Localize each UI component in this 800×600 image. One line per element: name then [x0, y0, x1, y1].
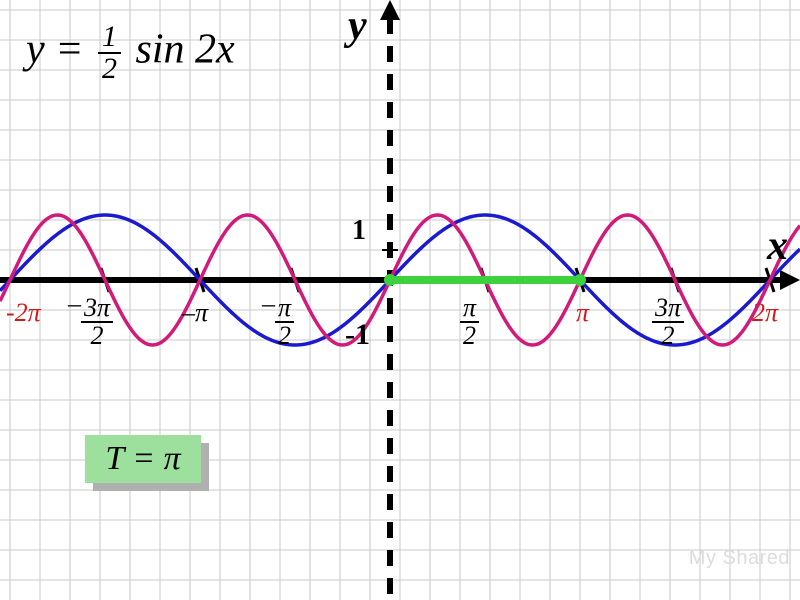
period-text: T = π: [105, 440, 180, 478]
x-tick-label: –π: [182, 298, 208, 328]
x-tick-label: 2π: [752, 298, 778, 328]
main-formula: y = 1 2 sin 2x: [26, 22, 235, 84]
watermark: My Shared: [689, 547, 790, 570]
x-tick-label: π2: [460, 293, 479, 349]
formula-prefix: y =: [26, 27, 83, 73]
x-axis-label: x: [767, 222, 788, 270]
formula-num: 1: [98, 22, 121, 54]
chart-container: y = 1 2 sin 2x T = π y x 1 -1 -2π –3π2 –π –…: [0, 0, 800, 600]
x-tick-label: –3π2: [68, 293, 113, 349]
x-tick-label: 3π2: [652, 293, 684, 349]
period-box-container: T = π: [85, 435, 201, 483]
tick-label-neg1: -1: [345, 318, 370, 352]
period-box: T = π: [85, 435, 201, 483]
y-axis-label: y: [348, 2, 367, 50]
x-tick-label: –π2: [262, 293, 294, 349]
formula-den: 2: [98, 54, 121, 84]
tick-label-1: 1: [352, 215, 366, 247]
x-tick-label: -2π: [6, 298, 41, 328]
x-tick-label: π: [576, 298, 589, 328]
formula-fraction: 1 2: [98, 22, 121, 84]
formula-suffix: sin 2x: [135, 27, 234, 73]
